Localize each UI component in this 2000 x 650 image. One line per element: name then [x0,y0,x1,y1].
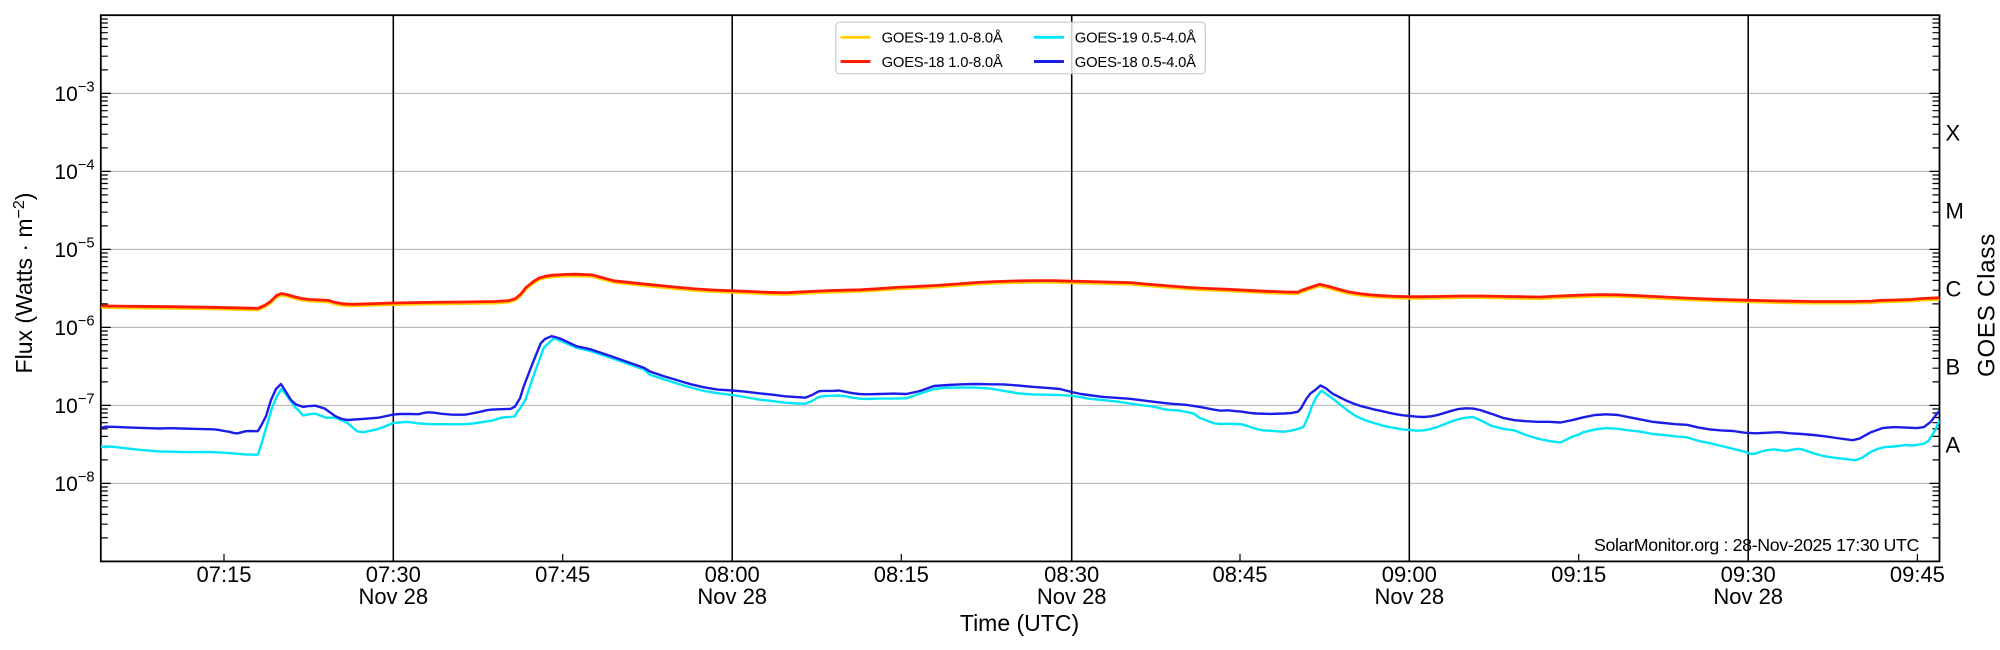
svg-text:09:45: 09:45 [1890,562,1945,587]
svg-text:09:30: 09:30 [1721,562,1776,587]
svg-text:08:30: 08:30 [1044,562,1099,587]
svg-text:07:30: 07:30 [366,562,421,587]
svg-text:GOES Class: GOES Class [1974,233,2000,377]
svg-text:A: A [1946,432,1961,457]
svg-text:GOES-18 0.5-4.0Å: GOES-18 0.5-4.0Å [1075,54,1196,71]
svg-text:GOES-19 0.5-4.0Å: GOES-19 0.5-4.0Å [1075,30,1196,47]
svg-text:08:45: 08:45 [1212,562,1267,587]
svg-text:10−8: 10−8 [54,469,94,496]
svg-text:09:00: 09:00 [1382,562,1437,587]
svg-text:Nov 28: Nov 28 [1713,584,1783,609]
svg-text:09:15: 09:15 [1551,562,1606,587]
svg-text:B: B [1946,354,1961,379]
svg-text:X: X [1946,120,1961,145]
svg-text:07:15: 07:15 [196,562,251,587]
svg-text:SolarMonitor.org : 28-Nov-2025: SolarMonitor.org : 28-Nov-2025 17:30 UTC [1594,535,1920,555]
svg-text:GOES-18 1.0-8.0Å: GOES-18 1.0-8.0Å [882,54,1003,71]
svg-text:Nov 28: Nov 28 [1374,584,1444,609]
svg-text:Nov 28: Nov 28 [697,584,767,609]
svg-text:Time (UTC): Time (UTC) [960,610,1079,636]
svg-text:08:00: 08:00 [705,562,760,587]
svg-text:M: M [1946,198,1964,223]
svg-text:Nov 28: Nov 28 [1037,584,1107,609]
svg-text:GOES-19 1.0-8.0Å: GOES-19 1.0-8.0Å [882,30,1003,47]
svg-text:C: C [1946,276,1962,301]
svg-text:Flux (Watts · m−2): Flux (Watts · m−2) [11,193,37,374]
svg-text:07:45: 07:45 [535,562,590,587]
svg-text:Nov 28: Nov 28 [358,584,428,609]
svg-text:08:15: 08:15 [874,562,929,587]
